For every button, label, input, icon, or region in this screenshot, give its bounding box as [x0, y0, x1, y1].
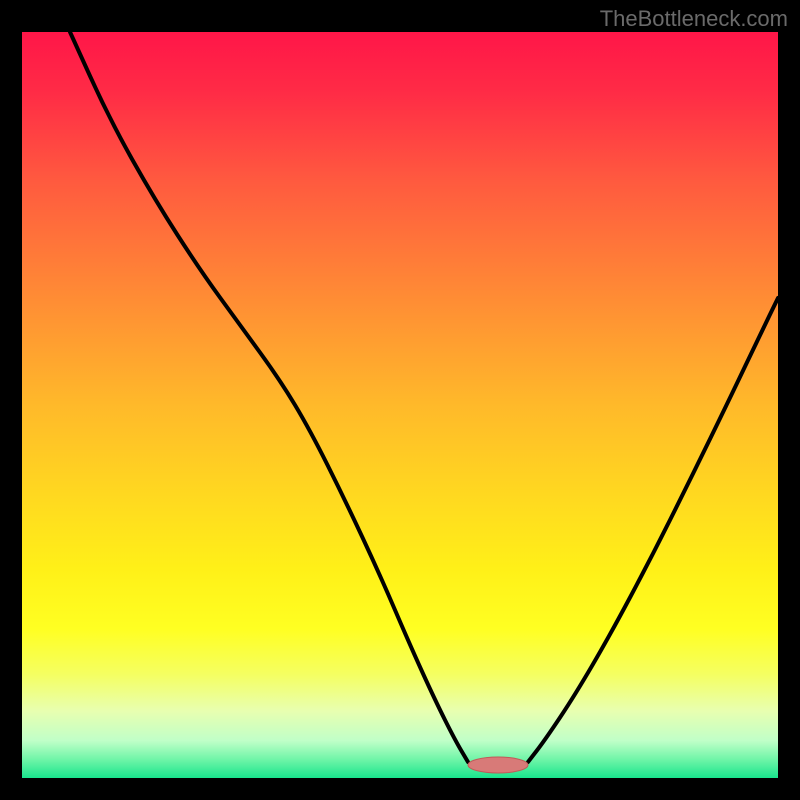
- watermark-text: TheBottleneck.com: [600, 6, 788, 32]
- bottleneck-chart: [0, 0, 800, 800]
- chart-container: TheBottleneck.com: [0, 0, 800, 800]
- plot-background: [22, 32, 778, 778]
- bottleneck-marker: [468, 757, 528, 773]
